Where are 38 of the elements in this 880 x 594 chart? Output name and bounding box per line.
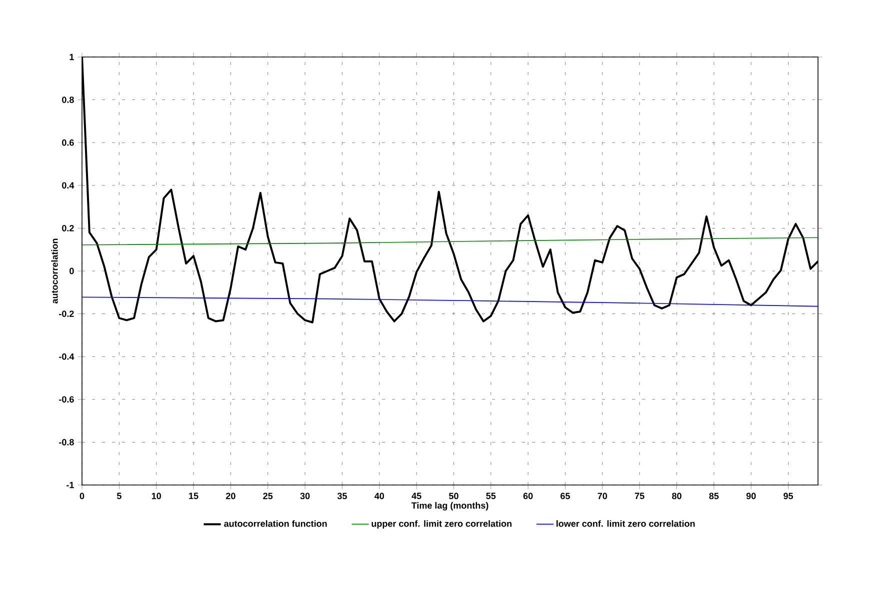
x-tick-label: 95 <box>784 492 794 500</box>
x-tick-label: 40 <box>374 492 384 500</box>
x-tick-label: 30 <box>300 492 310 500</box>
x-tick-label: 5 <box>116 492 122 500</box>
y-axis-title: autocorrelation <box>51 238 58 304</box>
y-tick-label: 0.8 <box>62 96 74 103</box>
x-tick-label: 80 <box>672 492 682 500</box>
y-tick-label: 0 <box>70 268 74 274</box>
x-tick-label: 85 <box>709 492 719 500</box>
y-tick-label: -0.2 <box>59 310 74 317</box>
y-tick-label: -1 <box>66 482 74 488</box>
x-tick-label: 75 <box>634 492 644 500</box>
legend-label: autocorrelation function <box>224 520 327 527</box>
line-series <box>82 296 818 307</box>
x-tick-label: 20 <box>226 492 236 500</box>
x-axis-title: Time lag (months) <box>411 502 488 510</box>
x-tick-label: 50 <box>448 492 458 500</box>
x-tick-label: 10 <box>152 492 161 500</box>
legend-label: upper conf. limit zero correlation <box>372 520 512 529</box>
y-tick-label: 1 <box>70 54 74 60</box>
y-tick-label: -0.8 <box>59 439 74 446</box>
y-tick-label: 0.6 <box>62 139 74 146</box>
x-tick-label: 35 <box>337 492 347 500</box>
y-tick-label: 0.2 <box>62 225 74 232</box>
x-tick-label: 90 <box>746 492 756 500</box>
x-tick-label: 65 <box>560 492 570 500</box>
line-series <box>82 237 818 246</box>
y-tick-label: -0.6 <box>59 396 74 403</box>
y-tick-label: 0.4 <box>62 182 74 189</box>
x-tick-label: 70 <box>598 492 608 500</box>
legend-label: lower conf. limit zero correlation <box>556 520 695 527</box>
x-tick-label: 45 <box>412 492 422 500</box>
x-tick-label: 0 <box>80 492 84 500</box>
x-tick-label: 60 <box>523 492 533 500</box>
x-tick-label: 25 <box>263 492 273 500</box>
y-tick-label: -0.4 <box>59 353 74 360</box>
x-tick-label: 15 <box>189 492 198 500</box>
x-tick-label: 55 <box>486 492 496 500</box>
